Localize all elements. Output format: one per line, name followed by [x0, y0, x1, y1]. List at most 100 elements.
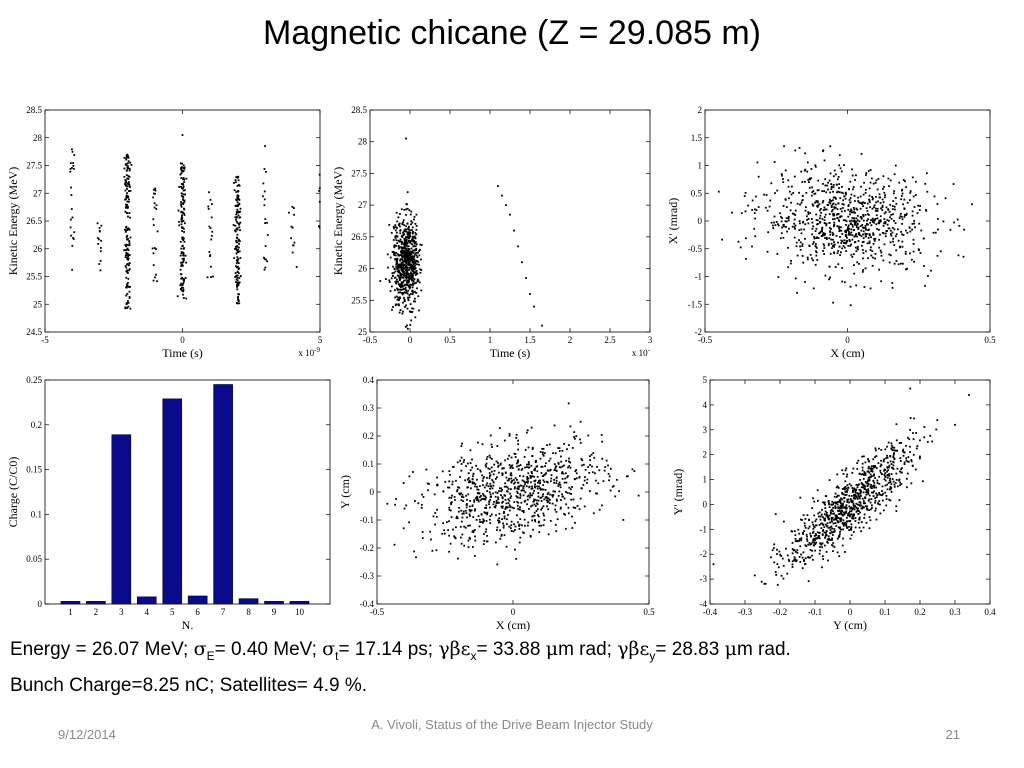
scatter-point	[465, 512, 468, 514]
x-tick-label: 0	[511, 607, 516, 617]
scatter-point	[871, 221, 874, 223]
scatter-point	[867, 492, 870, 495]
scatter-point	[179, 162, 182, 165]
y-tick-label: 1	[703, 475, 708, 485]
y-tick-label: -0.1	[360, 515, 374, 525]
bar	[264, 601, 284, 605]
scatter-point	[459, 476, 461, 478]
scatter-point	[516, 487, 519, 490]
y-tick-label: 0.5	[691, 188, 703, 198]
scatter-point	[823, 234, 826, 237]
scatter-point	[582, 463, 585, 466]
scatter-point	[870, 504, 873, 507]
scatter-point	[814, 243, 817, 245]
scatter-point	[744, 258, 747, 260]
scatter-point	[900, 215, 903, 218]
scatter-point	[823, 544, 826, 547]
scatter-point	[834, 522, 837, 525]
scatter-point	[552, 490, 555, 493]
scatter-point	[548, 459, 551, 462]
scatter-point	[72, 238, 75, 240]
scatter-point	[881, 206, 884, 209]
scatter-point	[869, 168, 872, 171]
scatter-point	[819, 230, 822, 233]
scatter-point	[488, 503, 490, 506]
scatter-point	[411, 251, 414, 254]
scatter-point	[838, 183, 841, 186]
scatter-point	[857, 484, 859, 487]
scatter-point	[413, 239, 416, 242]
scatter-point	[182, 287, 185, 289]
summary-segment: γβε	[617, 638, 650, 660]
scatter-point	[417, 502, 420, 505]
scatter-point	[125, 169, 128, 172]
scatter-point	[126, 196, 129, 199]
scatter-point	[867, 476, 870, 479]
scatter-point	[413, 297, 416, 300]
scatter-point	[235, 275, 238, 278]
scatter-point	[546, 497, 549, 499]
scatter-point	[531, 446, 534, 449]
scatter-point	[537, 492, 540, 494]
scatter-point	[903, 208, 906, 210]
scatter-point	[69, 162, 72, 165]
scatter-point	[592, 452, 595, 454]
scatter-point	[264, 258, 267, 261]
scatter-point	[863, 488, 866, 491]
scatter-point	[479, 496, 481, 499]
scatter-point	[833, 196, 836, 199]
scatter-point	[817, 223, 819, 225]
scatter-point	[410, 220, 413, 223]
scatter-point	[870, 224, 873, 227]
scatter-point	[855, 226, 858, 229]
scatter-point	[848, 505, 851, 508]
scatter-point	[818, 535, 820, 538]
scatter-point	[861, 497, 864, 500]
x-axis-label: Y (cm)	[833, 618, 867, 632]
scatter-point	[126, 204, 128, 207]
scatter-point	[180, 172, 183, 175]
scatter-point	[909, 190, 912, 193]
scatter-point	[182, 178, 184, 181]
scatter-point	[542, 475, 545, 477]
scatter-point	[886, 445, 888, 448]
scatter-point	[892, 480, 895, 483]
scatter-point	[468, 536, 471, 539]
scatter-point	[406, 231, 409, 234]
scatter-point	[840, 512, 842, 514]
scatter-point	[870, 465, 873, 468]
scatter-point	[561, 472, 563, 475]
scatter-point	[862, 227, 865, 230]
scatter-point	[836, 494, 839, 497]
scatter-point	[492, 473, 495, 476]
scatter-point	[179, 240, 182, 243]
scatter-point	[818, 511, 821, 514]
scatter-point	[126, 153, 129, 156]
scatter-point	[843, 523, 846, 526]
scatter-point	[873, 204, 876, 207]
scatter-point	[793, 558, 796, 561]
scatter-point	[521, 489, 524, 492]
scatter-point	[812, 531, 814, 534]
scatter-point	[580, 487, 583, 490]
scatter-point	[827, 181, 830, 184]
scatter-point	[444, 480, 447, 483]
scatter-point	[854, 241, 857, 243]
scatter-point	[489, 456, 492, 459]
scatter-point	[827, 527, 830, 529]
scatter-point	[489, 482, 492, 485]
scatter-point	[420, 506, 423, 509]
scatter-point	[847, 244, 850, 247]
scatter-point	[540, 472, 543, 474]
scatter-point	[530, 470, 533, 473]
scatter-point	[464, 526, 467, 529]
scatter-point	[790, 193, 793, 196]
scatter-point	[879, 220, 882, 223]
scatter-point	[832, 506, 835, 509]
scatter-point	[511, 479, 514, 482]
scatter-point	[839, 500, 842, 503]
scatter-point	[401, 255, 404, 258]
scatter-point	[843, 246, 846, 249]
scatter-point	[515, 436, 518, 439]
